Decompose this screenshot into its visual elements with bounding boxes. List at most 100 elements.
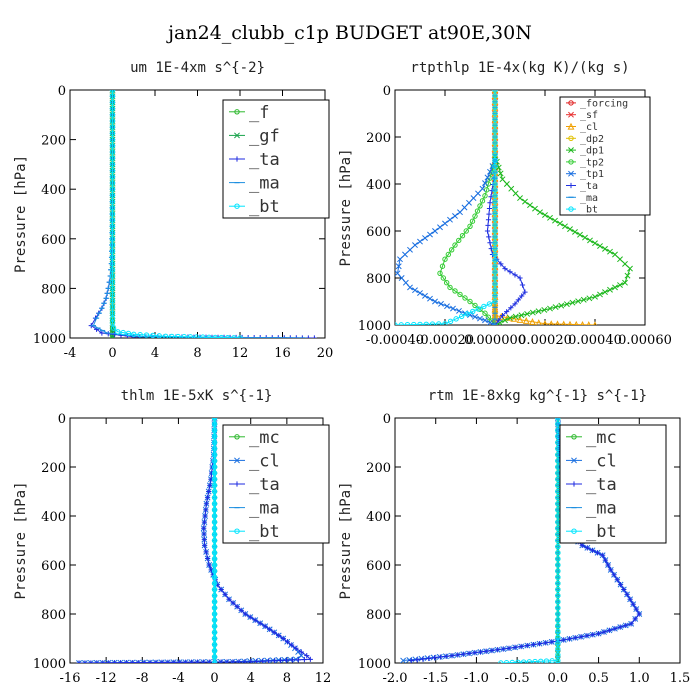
data-point-tp1	[422, 235, 428, 242]
data-point-dp1	[497, 170, 504, 177]
data-point-bt	[492, 204, 498, 211]
data-point-bt	[109, 161, 116, 168]
data-point-ta	[524, 642, 530, 649]
data-point-bt	[109, 149, 116, 155]
data-point-dp1	[508, 185, 515, 192]
data-point-bt	[555, 652, 561, 658]
data-point-ta	[443, 653, 449, 659]
data-point-bt	[211, 641, 218, 648]
data-point-ta	[512, 301, 518, 307]
data-point-ta	[159, 659, 165, 663]
y-axis-label: Pressure [hPa]	[13, 481, 29, 599]
x-tick-label: 0	[210, 671, 218, 686]
legend-label-ma: _ma	[249, 499, 280, 519]
data-point-tp1	[427, 231, 433, 238]
data-point-ta	[202, 513, 208, 519]
data-point-tp1	[437, 224, 443, 231]
data-point-cl	[529, 318, 536, 325]
legend-label-gf: _gf	[249, 126, 280, 146]
data-point-bt	[555, 617, 561, 623]
data-point-ta	[530, 642, 537, 648]
data-point-ta	[517, 275, 523, 281]
data-point-dp1	[622, 260, 628, 267]
data-point-ta	[201, 525, 207, 531]
data-point-bt	[526, 659, 533, 663]
data-point-bt	[211, 488, 218, 495]
data-point-bt	[181, 333, 187, 338]
data-point-bt	[555, 580, 561, 587]
data-point-ta	[496, 317, 502, 323]
data-point-bt	[109, 273, 116, 279]
data-point-ta	[182, 659, 189, 663]
data-point-bt	[211, 556, 218, 562]
data-point-ta	[486, 234, 492, 240]
data-point-ta	[426, 655, 432, 662]
data-point-ta	[579, 542, 585, 548]
legend-marker-ta	[234, 156, 240, 162]
data-point-dp1	[567, 226, 573, 233]
legend: _f _gf _ta _ma _bt	[222, 99, 330, 219]
legend-label-ta: _ta	[586, 475, 617, 495]
y-tick-label: 200	[366, 131, 391, 146]
data-point-tp1	[487, 319, 493, 325]
data-point-bt	[211, 507, 218, 513]
data-point-bt	[492, 210, 498, 217]
data-point-ta	[608, 567, 614, 573]
plot-frame	[394, 417, 681, 664]
data-point-ta	[165, 659, 171, 663]
data-point-ta	[230, 600, 236, 606]
data-point-bt	[211, 531, 218, 538]
data-point-bt	[109, 130, 116, 137]
data-point-cl	[580, 320, 585, 325]
data-point-bt	[515, 659, 521, 663]
data-point-ta	[489, 187, 495, 194]
data-point-dp1	[627, 265, 633, 272]
data-point-bt	[109, 242, 116, 248]
data-point-ta	[584, 633, 590, 639]
data-point-bt	[492, 169, 498, 175]
data-point-bt	[109, 229, 116, 236]
data-point-bt	[492, 146, 498, 152]
legend-marker-sf	[568, 111, 574, 118]
data-point-ta	[617, 624, 623, 630]
data-point-ta	[201, 537, 207, 543]
data-point-ta	[224, 659, 230, 663]
data-point-ta	[76, 660, 82, 663]
data-point-dp1	[587, 237, 593, 244]
x-tick-label: 16	[274, 346, 291, 361]
data-point-bt	[211, 623, 218, 629]
data-point-bt	[109, 279, 116, 285]
data-point-dp1	[499, 176, 506, 183]
data-point-ta	[566, 636, 573, 642]
data-point-ta	[549, 639, 555, 645]
x-tick-label: 0.00040	[568, 333, 622, 348]
legend-label-f: _f	[249, 103, 269, 123]
data-point-bt	[211, 599, 218, 605]
legend-marker-tp2	[568, 159, 574, 165]
data-point-tp1	[444, 303, 450, 310]
x-tick-label: -8	[136, 671, 149, 686]
y-tick-label: 800	[366, 272, 391, 287]
data-point-tp2	[472, 213, 478, 219]
data-point-bt	[549, 658, 555, 663]
data-point-ta	[630, 601, 636, 607]
data-point-dp1	[529, 309, 536, 316]
data-point-ta	[301, 656, 307, 663]
data-point-tp1	[407, 246, 413, 253]
data-point-tp2	[462, 295, 468, 301]
data-point-cl	[510, 314, 518, 322]
data-point-tp1	[412, 242, 418, 249]
data-point-bt	[109, 124, 116, 130]
data-point-ta	[600, 552, 606, 558]
data-point-bt	[175, 333, 181, 338]
legend-label-ma: _ma	[580, 193, 598, 204]
data-point-dp1	[558, 302, 565, 309]
data-point-tp1	[482, 180, 488, 187]
data-point-bt	[115, 329, 121, 335]
data-point-ta	[408, 657, 414, 663]
data-point-tp2	[467, 223, 473, 230]
legend-marker-gf	[234, 132, 240, 139]
y-tick-label: 200	[41, 134, 66, 149]
data-point-tp2	[483, 187, 490, 193]
data-point-cl	[561, 320, 566, 325]
